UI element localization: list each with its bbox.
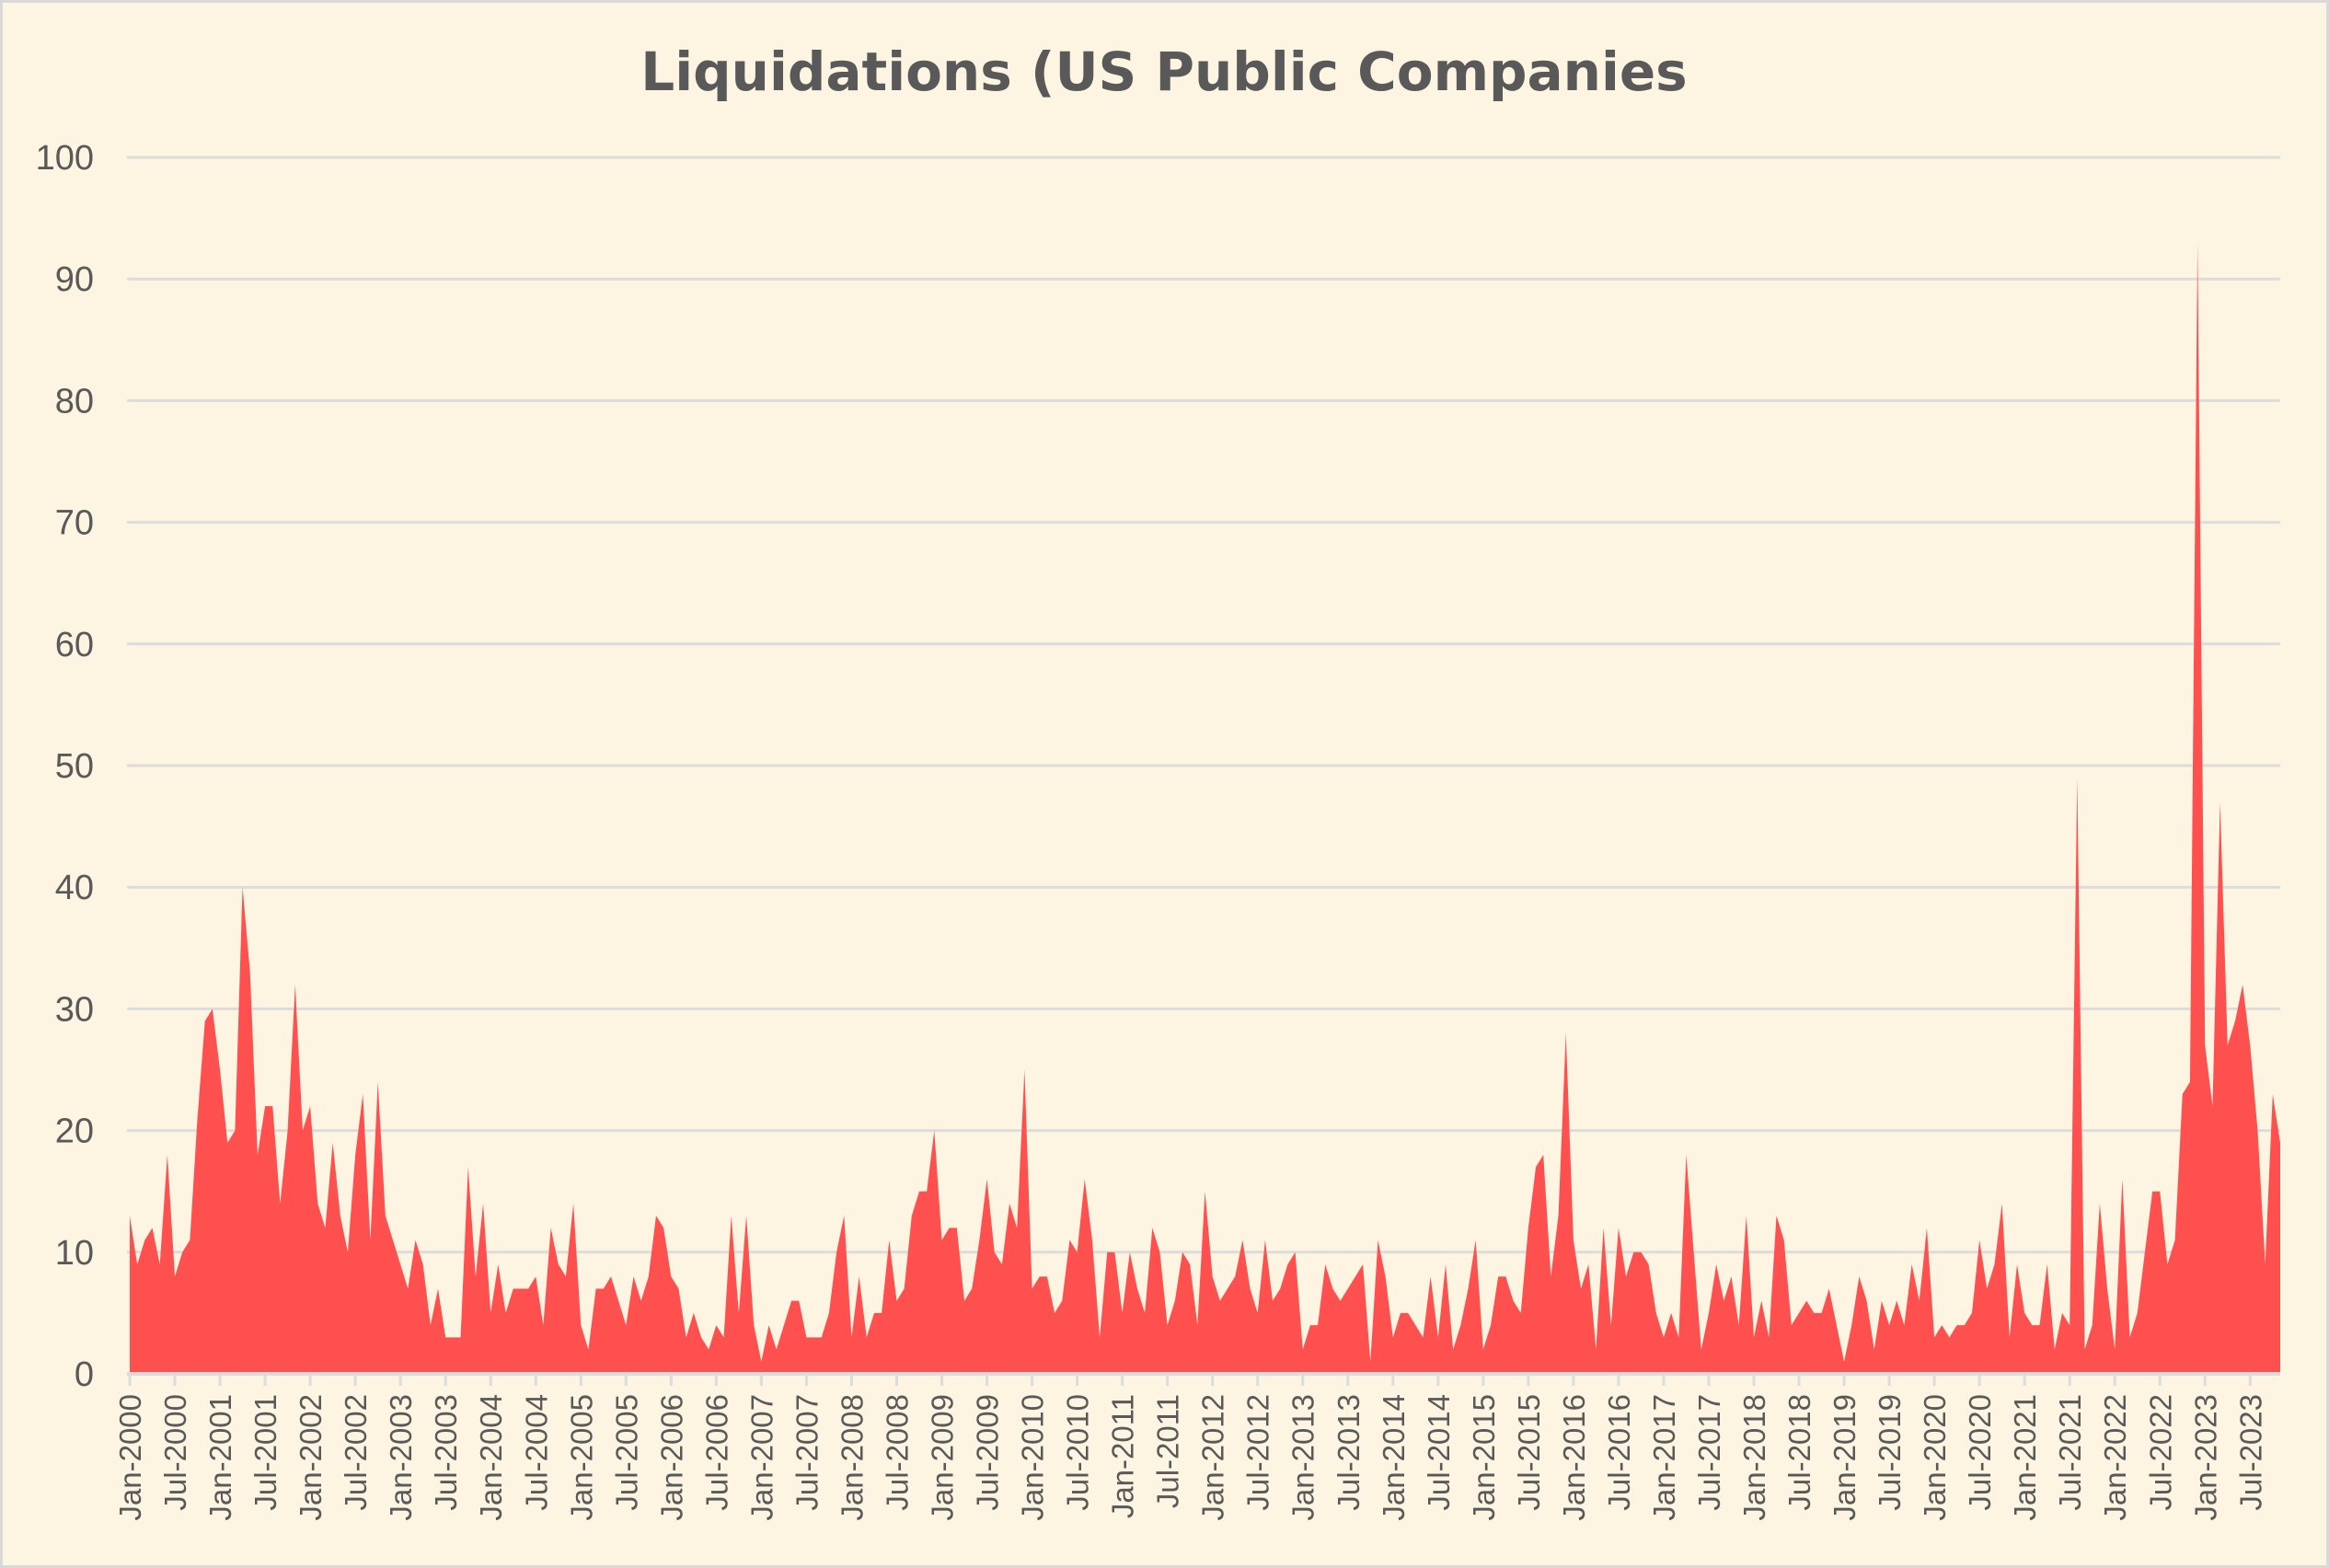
x-tick-label: Jan-2002	[294, 1394, 328, 1521]
x-tick-label: Jul-2004	[519, 1394, 553, 1511]
x-tick-label: Jul-2017	[1692, 1394, 1726, 1511]
x-tick-label: Jan-2008	[835, 1394, 869, 1521]
x-tick-label: Jul-2006	[699, 1394, 733, 1511]
y-tick-label: 0	[75, 1355, 94, 1394]
y-tick-label: 50	[55, 747, 94, 786]
x-tick-label: Jan-2018	[1737, 1394, 1771, 1521]
x-tick-label: Jan-2022	[2098, 1394, 2132, 1521]
y-tick-label: 60	[55, 626, 94, 664]
x-tick-label: Jul-2012	[1241, 1394, 1275, 1511]
x-tick-label: Jan-2014	[1377, 1394, 1411, 1521]
x-tick-label: Jul-2019	[1873, 1394, 1907, 1511]
y-tick-label: 20	[55, 1113, 94, 1151]
x-tick-label: Jul-2021	[2053, 1394, 2087, 1511]
x-tick-label: Jul-2018	[1782, 1394, 1816, 1511]
gridlines	[127, 156, 2280, 1254]
x-tick-label: Jan-2012	[1196, 1394, 1230, 1521]
x-tick-label: Jul-2009	[971, 1394, 1005, 1511]
x-tick-label: Jan-2006	[654, 1394, 688, 1521]
x-tick-label: Jan-2004	[474, 1394, 508, 1521]
x-tick-label: Jan-2013	[1286, 1394, 1320, 1521]
x-tick-label: Jan-2011	[1106, 1394, 1140, 1518]
area-series	[130, 242, 2280, 1374]
y-tick-label: 40	[55, 869, 94, 907]
x-tick-label: Jul-2005	[609, 1394, 643, 1511]
x-tick-label: Jul-2015	[1512, 1394, 1546, 1511]
y-tick-label: 90	[55, 260, 94, 299]
y-tick-label: 100	[36, 139, 94, 178]
x-tick-label: Jul-2010	[1061, 1394, 1095, 1511]
x-tick-label: Jul-2023	[2233, 1394, 2267, 1511]
y-tick-label: 70	[55, 504, 94, 543]
x-tick-label: Jan-2015	[1467, 1394, 1501, 1521]
x-tick-label: Jan-2005	[564, 1394, 598, 1521]
x-tick-label: Jul-2016	[1602, 1394, 1636, 1511]
x-tick-label: Jan-2023	[2188, 1394, 2222, 1521]
x-tick-label: Jan-2019	[1827, 1394, 1862, 1521]
x-tick-label: Jul-2022	[2143, 1394, 2177, 1511]
y-tick-label: 10	[55, 1234, 94, 1273]
x-tick-label: Jul-2002	[339, 1394, 373, 1511]
y-tick-label: 30	[55, 990, 94, 1029]
x-tick-label: Jul-2007	[790, 1394, 824, 1511]
x-tick-label: Jan-2000	[113, 1394, 147, 1521]
x-tick-label: Jan-2010	[1016, 1394, 1050, 1521]
y-axis-tick-labels: 0 10 20 30 40 50 60 70 80 90 100	[36, 139, 94, 1394]
x-tick-label: Jul-2000	[158, 1394, 192, 1511]
x-tick-label: Jul-2003	[429, 1394, 463, 1511]
x-tick-label: Jan-2016	[1557, 1394, 1591, 1521]
x-tick-label: Jul-2013	[1332, 1394, 1366, 1511]
y-tick-label: 80	[55, 382, 94, 421]
x-tick-label: Jan-2007	[744, 1394, 778, 1521]
liquidations-area	[130, 242, 2280, 1374]
x-axis: Jan-2000 Jul-2000 Jan-2001 Jul-2001 Jan-2002…	[113, 1372, 2280, 1521]
x-tick-label: Jan-2021	[2008, 1394, 2042, 1521]
x-tick-label: Jul-2008	[880, 1394, 914, 1511]
x-tick-label: Jul-2014	[1422, 1394, 1456, 1511]
x-tick-label: Jan-2020	[1918, 1394, 1952, 1521]
x-tick-label: Jan-2001	[203, 1394, 237, 1521]
x-tick-label: Jan-2017	[1647, 1394, 1681, 1521]
x-tick-label: Jul-2011	[1151, 1394, 1185, 1508]
chart-title: Liquidations (US Public Companies	[640, 40, 1687, 103]
x-tick-label: Jul-2020	[1963, 1394, 1997, 1511]
x-tick-label: Jan-2009	[926, 1394, 960, 1521]
x-tick-label: Jul-2001	[248, 1394, 282, 1511]
x-tick-label: Jan-2003	[384, 1394, 418, 1521]
